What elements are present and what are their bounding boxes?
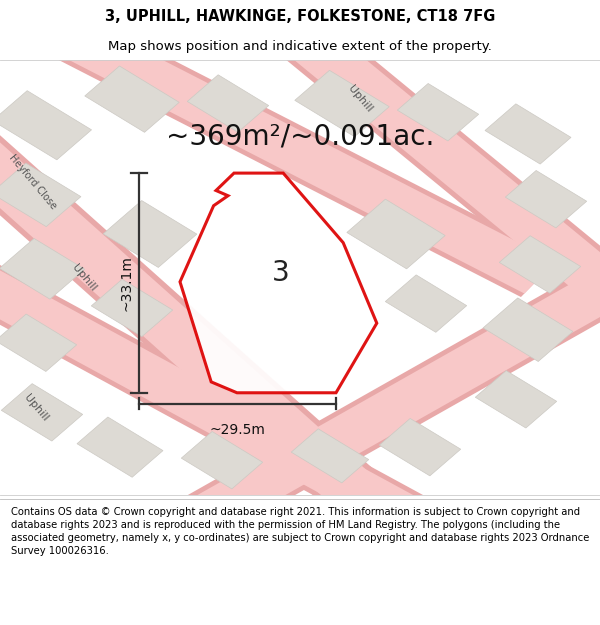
Text: ~29.5m: ~29.5m [209, 423, 266, 438]
Polygon shape [91, 279, 173, 337]
Polygon shape [0, 314, 77, 371]
Polygon shape [0, 163, 81, 227]
Polygon shape [499, 236, 581, 293]
Polygon shape [187, 75, 269, 132]
Polygon shape [291, 429, 369, 483]
Polygon shape [160, 232, 600, 549]
Text: Contains OS data © Crown copyright and database right 2021. This information is : Contains OS data © Crown copyright and d… [11, 507, 589, 556]
Text: ~369m²/~0.091ac.: ~369m²/~0.091ac. [166, 122, 434, 150]
Polygon shape [103, 201, 197, 268]
Polygon shape [0, 249, 452, 549]
Text: Uphill: Uphill [70, 262, 98, 293]
Polygon shape [1, 384, 83, 441]
Polygon shape [0, 91, 92, 160]
Polygon shape [483, 298, 573, 361]
Polygon shape [32, 9, 556, 294]
Polygon shape [347, 199, 445, 269]
Polygon shape [85, 66, 179, 132]
Polygon shape [505, 171, 587, 228]
Polygon shape [385, 275, 467, 332]
Polygon shape [475, 371, 557, 428]
Text: Uphill: Uphill [22, 392, 50, 423]
Polygon shape [295, 71, 389, 137]
Text: 3, UPHILL, HAWKINGE, FOLKESTONE, CT18 7FG: 3, UPHILL, HAWKINGE, FOLKESTONE, CT18 7F… [105, 9, 495, 24]
Polygon shape [485, 104, 571, 164]
Polygon shape [163, 236, 600, 545]
Polygon shape [29, 6, 559, 297]
Polygon shape [268, 12, 600, 369]
Text: Uphill: Uphill [346, 84, 374, 114]
Text: ~33.1m: ~33.1m [119, 255, 133, 311]
Polygon shape [180, 173, 377, 392]
Polygon shape [181, 431, 263, 489]
Polygon shape [397, 84, 479, 141]
Text: Heyford Close: Heyford Close [7, 152, 59, 211]
Text: Map shows position and indicative extent of the property.: Map shows position and indicative extent… [108, 40, 492, 53]
Polygon shape [0, 238, 85, 299]
Text: 3: 3 [272, 259, 290, 287]
Polygon shape [379, 419, 461, 476]
Polygon shape [77, 417, 163, 478]
Polygon shape [0, 82, 370, 499]
Polygon shape [0, 79, 375, 503]
Polygon shape [0, 253, 448, 546]
Polygon shape [263, 9, 600, 372]
